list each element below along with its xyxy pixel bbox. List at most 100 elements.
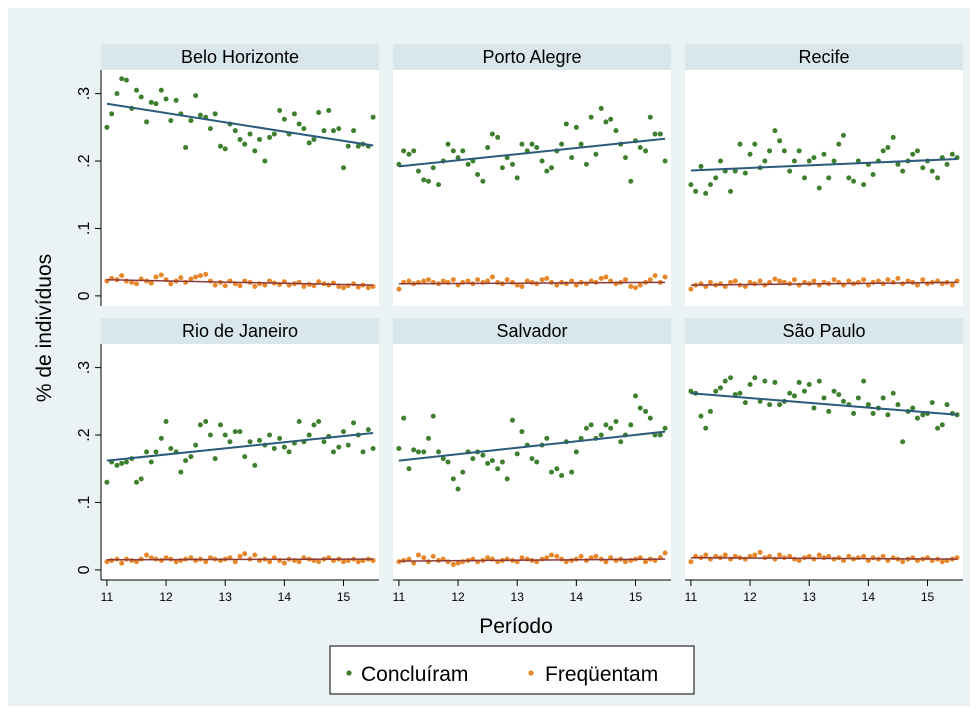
- point-concluiram: [401, 148, 407, 154]
- point-frequentam: [757, 549, 763, 555]
- point-concluiram: [598, 105, 604, 111]
- point-concluiram: [277, 107, 283, 113]
- point-frequentam: [777, 278, 783, 284]
- point-frequentam: [421, 555, 427, 561]
- point-concluiram: [119, 460, 125, 466]
- point-concluiram: [588, 422, 594, 428]
- fit-line-concluiram: [690, 158, 958, 172]
- point-concluiram: [450, 476, 456, 482]
- point-concluiram: [445, 141, 451, 147]
- point-frequentam: [133, 559, 139, 565]
- x-tick-label: 12: [159, 590, 173, 604]
- point-frequentam: [722, 552, 728, 558]
- point-concluiram: [578, 435, 584, 441]
- point-concluiram: [841, 132, 847, 138]
- point-concluiram: [608, 425, 614, 431]
- point-frequentam: [242, 551, 248, 557]
- point-concluiram: [316, 109, 322, 115]
- point-concluiram: [752, 141, 758, 147]
- point-frequentam: [411, 560, 417, 566]
- point-concluiram: [158, 87, 164, 93]
- point-concluiram: [929, 168, 935, 174]
- point-concluiram: [747, 381, 753, 387]
- point-concluiram: [519, 141, 525, 147]
- point-concluiram: [257, 136, 263, 142]
- point-concluiram: [935, 425, 941, 431]
- point-concluiram: [242, 141, 248, 147]
- point-concluiram: [168, 446, 174, 452]
- point-concluiram: [144, 449, 150, 455]
- point-frequentam: [622, 277, 628, 283]
- axis-title-y: % de indivíduos: [33, 254, 56, 402]
- panel-recife: Recife: [685, 44, 963, 306]
- point-concluiram: [603, 422, 609, 428]
- x-tick-label: 14: [278, 590, 292, 604]
- point-concluiram: [499, 165, 505, 171]
- point-concluiram: [445, 459, 451, 465]
- point-concluiram: [237, 429, 243, 435]
- point-concluiram: [396, 446, 402, 452]
- y-tick-label: .2: [76, 154, 93, 167]
- point-concluiram: [806, 158, 812, 164]
- point-frequentam: [355, 284, 361, 290]
- point-concluiram: [519, 429, 525, 435]
- point-concluiram: [944, 161, 950, 167]
- point-concluiram: [345, 143, 351, 149]
- point-concluiram: [578, 141, 584, 147]
- point-concluiram: [311, 136, 317, 142]
- point-concluiram: [752, 375, 758, 381]
- point-concluiram: [232, 128, 238, 134]
- point-concluiram: [821, 395, 827, 401]
- point-concluiram: [197, 422, 203, 428]
- point-concluiram: [252, 148, 258, 154]
- point-concluiram: [133, 87, 139, 93]
- point-concluiram: [455, 155, 461, 161]
- x-tick-label: 13: [511, 590, 525, 604]
- point-concluiram: [316, 419, 322, 425]
- point-frequentam: [633, 285, 639, 291]
- point-concluiram: [885, 412, 891, 418]
- point-concluiram: [291, 111, 297, 117]
- point-concluiram: [207, 126, 213, 132]
- point-concluiram: [939, 422, 945, 428]
- point-concluiram: [920, 412, 926, 418]
- point-concluiram: [732, 168, 738, 174]
- point-frequentam: [365, 285, 371, 291]
- point-frequentam: [450, 561, 456, 567]
- fit-line-concluiram: [398, 430, 666, 462]
- fit-line-frequentam: [106, 558, 374, 561]
- point-frequentam: [129, 279, 135, 285]
- point-concluiram: [203, 419, 209, 425]
- point-concluiram: [841, 398, 847, 404]
- point-concluiram: [647, 415, 653, 421]
- point-concluiram: [836, 392, 842, 398]
- point-concluiram: [296, 419, 302, 425]
- point-frequentam: [351, 281, 357, 287]
- point-frequentam: [757, 278, 763, 284]
- point-concluiram: [153, 449, 159, 455]
- point-concluiram: [425, 178, 431, 184]
- point-frequentam: [688, 559, 694, 565]
- point-frequentam: [732, 278, 738, 284]
- point-concluiram: [188, 118, 194, 124]
- point-concluiram: [693, 188, 699, 194]
- point-frequentam: [485, 555, 491, 561]
- point-concluiram: [757, 398, 763, 404]
- point-concluiram: [865, 402, 871, 408]
- point-frequentam: [232, 559, 238, 565]
- y-tick-label: .3: [76, 361, 93, 374]
- point-frequentam: [421, 278, 427, 284]
- point-frequentam: [920, 277, 926, 283]
- point-concluiram: [114, 91, 120, 97]
- point-concluiram: [772, 379, 778, 385]
- point-concluiram: [257, 437, 263, 443]
- point-frequentam: [598, 275, 604, 281]
- point-frequentam: [549, 552, 555, 558]
- point-concluiram: [831, 158, 837, 164]
- point-frequentam: [341, 559, 347, 565]
- point-concluiram: [613, 419, 619, 425]
- point-concluiram: [489, 131, 495, 137]
- point-frequentam: [885, 277, 891, 283]
- point-concluiram: [713, 388, 719, 394]
